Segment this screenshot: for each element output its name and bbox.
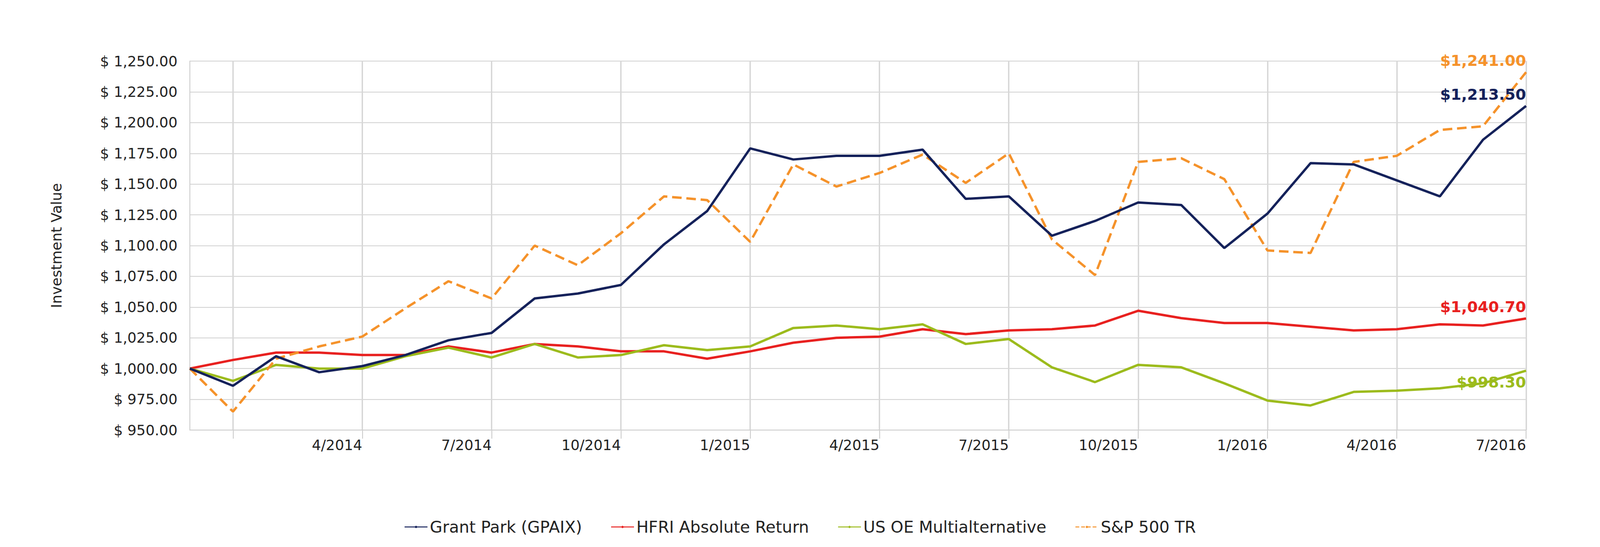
- svg-text:Grant Park (GPAIX): Grant Park (GPAIX): [429, 517, 582, 537]
- svg-text:4/2015: 4/2015: [829, 436, 880, 454]
- svg-text:10/2015: 10/2015: [1078, 436, 1139, 454]
- svg-text:$1,040.70: $1,040.70: [1440, 297, 1527, 316]
- svg-text:4/2016: 4/2016: [1346, 436, 1397, 454]
- svg-text:$998.30: $998.30: [1456, 373, 1527, 392]
- svg-text:1/2015: 1/2015: [699, 436, 751, 454]
- svg-text:$ 1,075.00: $ 1,075.00: [100, 267, 178, 285]
- svg-text:10/2014: 10/2014: [561, 436, 622, 454]
- svg-text:$ 975.00: $ 975.00: [113, 390, 178, 408]
- svg-text:7/2014: 7/2014: [441, 436, 492, 454]
- svg-text:$ 1,175.00: $ 1,175.00: [100, 145, 178, 162]
- svg-text:$ 1,200.00: $ 1,200.00: [100, 114, 178, 131]
- svg-text:$ 1,150.00: $ 1,150.00: [100, 175, 178, 193]
- svg-text:1/2016: 1/2016: [1216, 436, 1268, 454]
- svg-text:US OE Multialternative: US OE Multialternative: [863, 517, 1047, 537]
- svg-text:S&P 500 TR: S&P 500 TR: [1100, 517, 1196, 537]
- svg-text:$1,213.50: $1,213.50: [1440, 85, 1527, 104]
- svg-text:$ 1,225.00: $ 1,225.00: [100, 83, 178, 101]
- svg-text:$ 1,025.00: $ 1,025.00: [100, 329, 178, 346]
- svg-text:$ 950.00: $ 950.00: [113, 421, 178, 439]
- svg-text:$ 1,125.00: $ 1,125.00: [100, 206, 178, 224]
- svg-text:$ 1,250.00: $ 1,250.00: [100, 52, 178, 70]
- svg-text:$ 1,000.00: $ 1,000.00: [100, 360, 178, 377]
- svg-text:7/2016: 7/2016: [1475, 436, 1527, 454]
- svg-text:$ 1,050.00: $ 1,050.00: [100, 298, 178, 316]
- svg-text:7/2015: 7/2015: [958, 436, 1009, 454]
- svg-text:HFRI Absolute Return: HFRI Absolute Return: [636, 517, 810, 537]
- svg-text:Investment Value: Investment Value: [48, 183, 65, 309]
- svg-text:$ 1,100.00: $ 1,100.00: [100, 237, 178, 254]
- svg-text:$1,241.00: $1,241.00: [1440, 51, 1527, 70]
- svg-text:4/2014: 4/2014: [311, 436, 363, 454]
